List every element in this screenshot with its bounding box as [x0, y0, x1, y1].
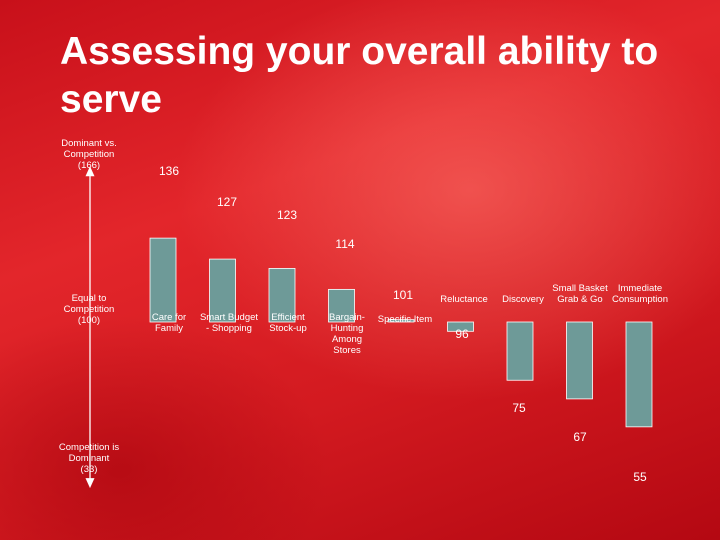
category-label: Discovery — [502, 294, 544, 305]
y-marker-label: Competition — [64, 149, 115, 160]
y-marker-label: (166) — [78, 160, 100, 171]
data-label: 101 — [393, 288, 413, 302]
category-label: Smart Budget — [200, 312, 258, 323]
y-axis-arrow-up-icon — [85, 166, 95, 177]
slide-title: Assessing your overall ability to serve — [60, 30, 659, 121]
category-label: Consumption — [612, 294, 668, 305]
category-label: - Shopping — [206, 323, 252, 334]
data-label: 136 — [159, 164, 179, 178]
data-label: 55 — [633, 470, 647, 484]
data-label: 114 — [335, 237, 354, 251]
bar — [387, 319, 415, 323]
y-axis-arrow-down-icon — [85, 478, 95, 489]
bar — [209, 258, 236, 323]
y-marker-label: Competition is — [59, 442, 119, 453]
bars — [149, 237, 653, 428]
y-marker-label: Dominant vs. — [61, 138, 116, 149]
y-marker-label: Equal to — [72, 293, 107, 304]
bar — [328, 288, 355, 323]
category-label: Small Basket — [552, 283, 608, 294]
category-label: Among — [332, 334, 362, 345]
data-label: 67 — [573, 430, 587, 444]
category-label: Hunting — [331, 323, 364, 334]
y-marker-label: Dominant — [69, 453, 110, 464]
category-label: Efficient — [271, 312, 305, 323]
category-label: Family — [155, 323, 183, 334]
bar — [625, 321, 653, 428]
data-label: 75 — [512, 401, 526, 415]
category-label: Reluctance — [440, 294, 488, 305]
y-marker-label: (100) — [78, 315, 100, 326]
data-label: 96 — [455, 327, 469, 341]
data-label: 127 — [217, 195, 237, 209]
bar — [268, 268, 296, 323]
category-label: Immediate — [618, 283, 662, 294]
bar — [506, 321, 534, 381]
data-label: 123 — [277, 208, 297, 222]
bar — [566, 321, 593, 400]
category-label: Stores — [333, 345, 361, 356]
category-label: Bargain- — [329, 312, 365, 323]
y-marker-label: Competition — [64, 304, 115, 315]
category-label: Care for — [152, 312, 186, 323]
y-marker-label: (33) — [81, 464, 98, 475]
y-axis: Dominant vs.Competition(166)Equal toComp… — [59, 138, 119, 489]
category-label: Specific Item — [378, 314, 432, 325]
bar — [149, 237, 177, 323]
bar — [447, 321, 474, 332]
category-label: Stock-up — [269, 323, 307, 334]
category-label: Grab & Go — [557, 294, 602, 305]
